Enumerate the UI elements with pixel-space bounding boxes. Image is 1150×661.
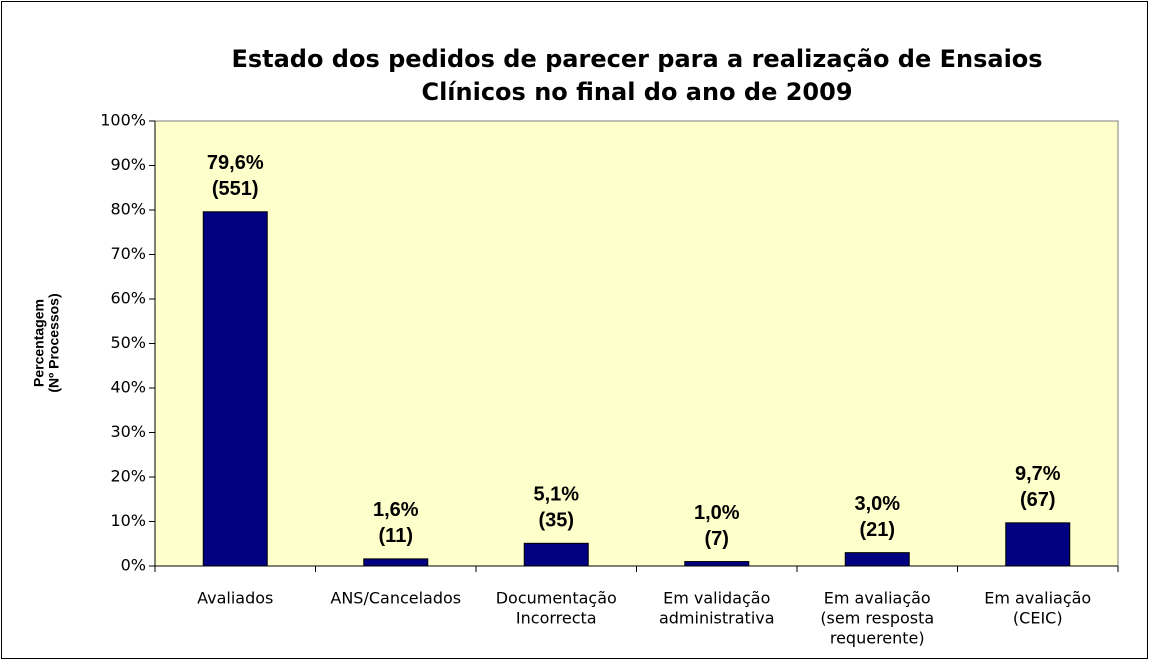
value-label: 9,7% (1015, 463, 1061, 485)
plot-area (154, 120, 1119, 567)
value-label: 1,0% (694, 502, 740, 524)
count-label: (551) (212, 178, 259, 200)
value-label: 79,6% (207, 152, 264, 174)
count-label: (11) (379, 525, 413, 547)
x-tick-label: (CEIC) (1013, 609, 1063, 628)
x-tick-label: Incorrecta (516, 609, 597, 628)
value-label: 3,0% (854, 493, 900, 515)
x-tick-label: Em validação (663, 589, 770, 608)
y-tick-label: 100% (100, 111, 146, 130)
chart-title: Estado dos pedidos de parecer para a rea… (231, 45, 1042, 73)
x-tick-label: (sem resposta (820, 609, 934, 628)
y-tick-label: 70% (110, 244, 146, 263)
x-tick-label: Avaliados (197, 589, 273, 608)
bar (523, 542, 589, 567)
value-label: 5,1% (533, 484, 579, 506)
x-tick-label: administrativa (659, 609, 775, 628)
x-tick-label: requerente) (830, 629, 925, 648)
x-tick-label: Em avaliação (984, 589, 1091, 608)
y-tick-label: 80% (110, 200, 146, 219)
bar (363, 558, 429, 567)
count-label: (21) (859, 519, 895, 541)
x-tick-label: ANS/Cancelados (330, 589, 461, 608)
y-tick-label: 10% (110, 511, 146, 530)
chart-title: Clínicos no final do ano de 2009 (421, 78, 852, 106)
count-label: (35) (538, 510, 574, 532)
y-tick-label: 90% (110, 155, 146, 174)
y-tick-label: 40% (110, 378, 146, 397)
x-tick-label: Documentação (496, 589, 617, 608)
y-tick-label: 20% (110, 467, 146, 486)
bar (684, 561, 750, 567)
y-tick-label: 50% (110, 333, 146, 352)
y-axis-label: Percentagem (31, 299, 47, 387)
bar (844, 552, 910, 567)
y-tick-label: 30% (110, 422, 146, 441)
bar (202, 211, 268, 567)
y-tick-label: 60% (110, 289, 146, 308)
x-tick-label: Em avaliação (824, 589, 931, 608)
count-label: (7) (705, 528, 729, 550)
bar (1005, 522, 1071, 567)
value-label: 1,6% (373, 499, 419, 521)
count-label: (67) (1020, 489, 1056, 511)
y-tick-label: 0% (121, 556, 146, 575)
y-axis-label: (Nº Processos) (46, 293, 62, 392)
